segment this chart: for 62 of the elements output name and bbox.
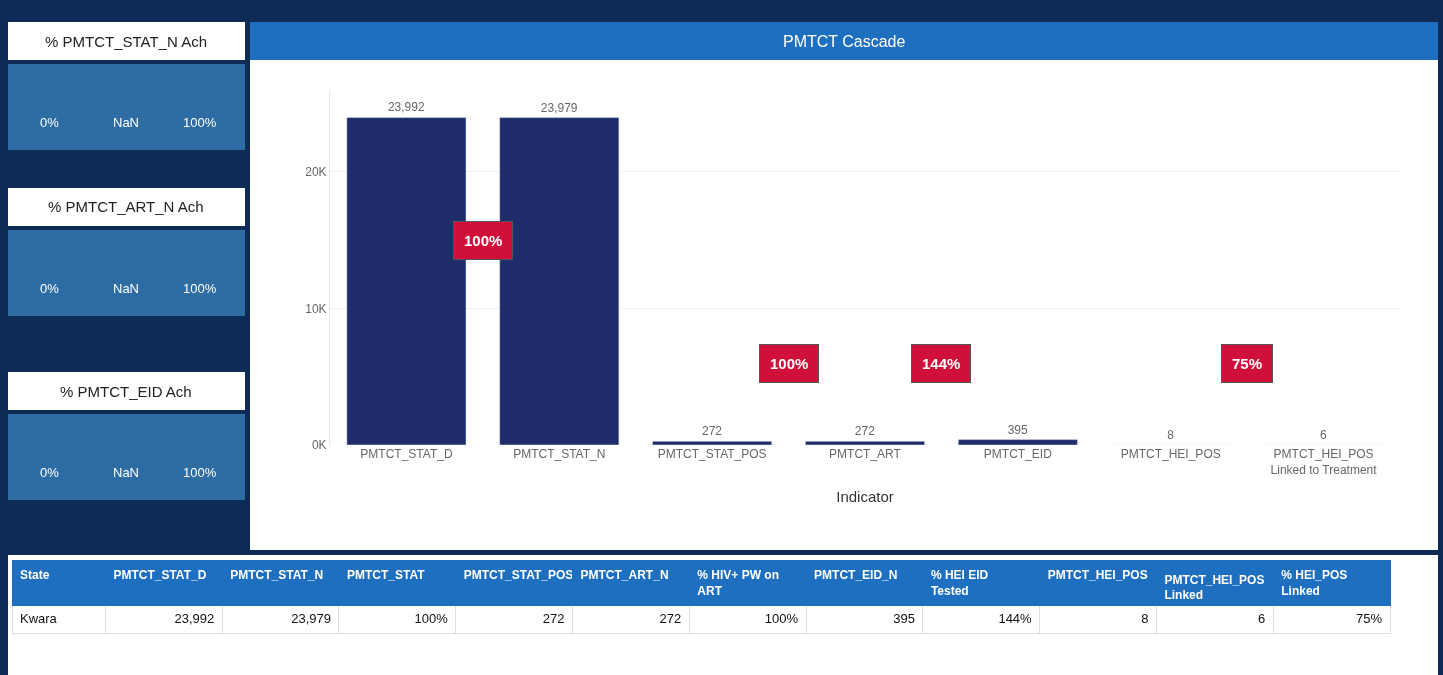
text: NaN <box>113 281 140 296</box>
data-label: 23,992 <box>387 100 425 115</box>
data-label: 23,979 <box>540 100 578 115</box>
bar <box>805 441 925 445</box>
x-tick-label: PMTCT_STAT_POS <box>657 447 767 461</box>
annotation: 100% <box>464 232 503 249</box>
data-label: 6 <box>1320 427 1328 442</box>
text: NaN <box>113 115 140 130</box>
text: PMTCT_EID_N <box>814 568 898 582</box>
text: 8 <box>1141 611 1149 627</box>
text: 0% <box>40 115 60 130</box>
annotation: 75% <box>1232 355 1263 372</box>
text: State <box>20 568 50 582</box>
text: 100% <box>183 115 217 130</box>
text: 100% <box>183 281 217 296</box>
text: % HIV+ PW on ART <box>697 568 780 598</box>
x-tick-label: PMTCT_ART <box>829 447 902 461</box>
y-tick-label: 0K <box>311 438 327 453</box>
text: PMTCT_HEI_POS <box>1047 568 1148 582</box>
text: 0% <box>40 465 60 480</box>
bar <box>652 441 773 445</box>
data-label: 272 <box>701 424 723 439</box>
text: 100% <box>183 465 217 480</box>
text: % HEI_POS Linked <box>1281 568 1348 598</box>
text: 272 <box>542 611 565 627</box>
text: 23,979 <box>291 611 331 627</box>
text: 23,992 <box>174 611 215 627</box>
x-axis-title: Indicator <box>836 487 894 505</box>
data-label: 272 <box>854 424 876 439</box>
text: % PMTCT_EID Ach <box>60 383 192 400</box>
x-tick-label: PMTCT_HEI_POS Linked to Treatment <box>1270 447 1378 477</box>
text: % HEI EID Tested <box>930 568 989 598</box>
text: PMTCT_STAT <box>346 568 426 582</box>
text: 272 <box>659 611 682 627</box>
data-label: 395 <box>1007 422 1029 437</box>
text: 100% <box>764 611 799 627</box>
x-tick-label: PMTCT_HEI_POS <box>1120 447 1221 461</box>
text: 6 <box>1257 611 1266 627</box>
text: PMTCT_STAT_N <box>230 568 324 582</box>
text: Kwara <box>20 611 58 627</box>
x-tick-label: PMTCT_STAT_D <box>360 447 453 461</box>
text: 395 <box>893 611 915 627</box>
x-tick-label: PMTCT_EID <box>983 447 1053 461</box>
text: NaN <box>113 465 140 480</box>
chart-title: PMTCT Cascade <box>783 33 906 50</box>
bar <box>957 439 1078 445</box>
x-tick-label: PMTCT_STAT_N <box>513 447 606 461</box>
text: PMTCT_STAT_POS <box>463 568 574 582</box>
text: % PMTCT_STAT_N Ach <box>45 33 207 50</box>
text: 100% <box>414 611 449 627</box>
y-tick-label: 20K <box>305 165 327 180</box>
text: % PMTCT_ART_N Ach <box>48 198 204 215</box>
text: 0% <box>40 281 60 296</box>
text: 144% <box>998 611 1033 627</box>
text: PMTCT_ART_N <box>580 568 669 582</box>
annotation: 144% <box>922 355 961 372</box>
text: PMTCT_HEI_POS Linked <box>1164 572 1265 603</box>
text: 75% <box>1355 611 1383 627</box>
text: PMTCT_STAT_D <box>113 568 207 582</box>
data-label: 8 <box>1167 427 1175 442</box>
annotation: 100% <box>770 355 809 372</box>
y-tick-label: 10K <box>305 301 327 316</box>
